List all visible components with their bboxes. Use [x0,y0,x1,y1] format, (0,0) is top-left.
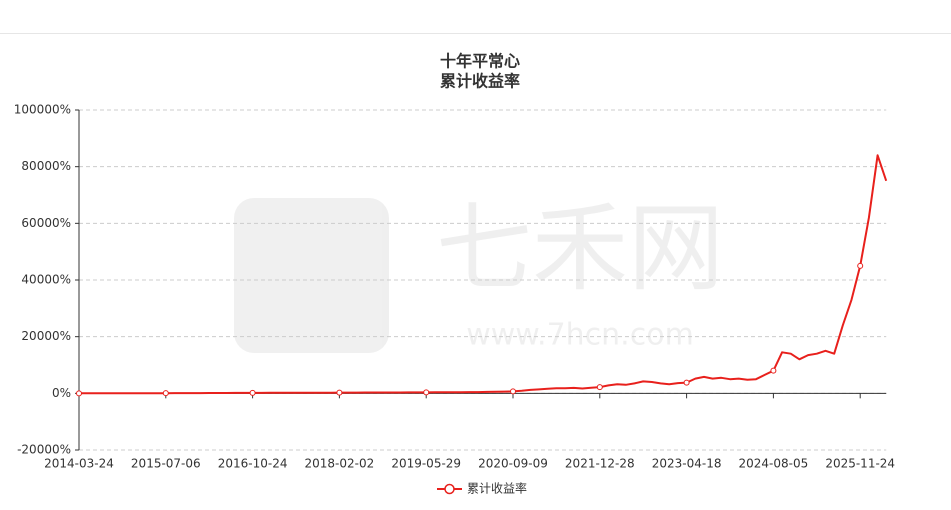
chart-subtitle: 累计收益率 [440,72,520,91]
point-marker [76,390,82,397]
point-marker [423,389,430,396]
point-marker [510,388,516,395]
x-tick-label: 2015-07-06 [131,457,201,471]
point-marker [336,389,343,396]
y-tick-label: 40000% [21,273,71,287]
point-marker [857,262,864,269]
y-tick-label: 60000% [21,216,71,230]
y-tick-label: 80000% [21,159,71,173]
x-tick-label: 2020-09-09 [478,457,548,471]
y-tick-label: 0% [52,386,71,400]
watermark-url: www.7hcn.com [466,318,694,353]
x-tick-label: 2025-11-24 [825,457,895,471]
point-marker [249,389,256,396]
x-tick-label: 2024-08-05 [739,457,809,471]
x-tick-label: 2019-05-29 [391,457,461,471]
watermark-logo [234,198,389,353]
chart-title: 十年平常心 [440,52,520,71]
x-tick-label: 2016-10-24 [218,457,288,471]
point-marker [770,367,777,374]
y-tick-label: 20000% [21,329,71,343]
point-marker [162,390,169,397]
x-tick-label: 2018-02-02 [305,457,375,471]
point-marker [683,379,690,386]
point-marker [596,384,603,391]
x-tick-label: 2014-03-24 [44,457,114,471]
legend-label: 累计收益率 [467,481,527,496]
watermark: 七禾网 www.7hcn.com [234,192,724,353]
watermark-text: 七禾网 [436,192,724,304]
y-tick-label: 100000% [14,103,71,117]
y-tick-label: -20000% [17,443,71,457]
x-tick-label: 2023-04-18 [652,457,722,471]
legend-marker [444,483,455,495]
x-tick-label: 2021-12-28 [565,457,635,471]
series-line [79,154,888,395]
